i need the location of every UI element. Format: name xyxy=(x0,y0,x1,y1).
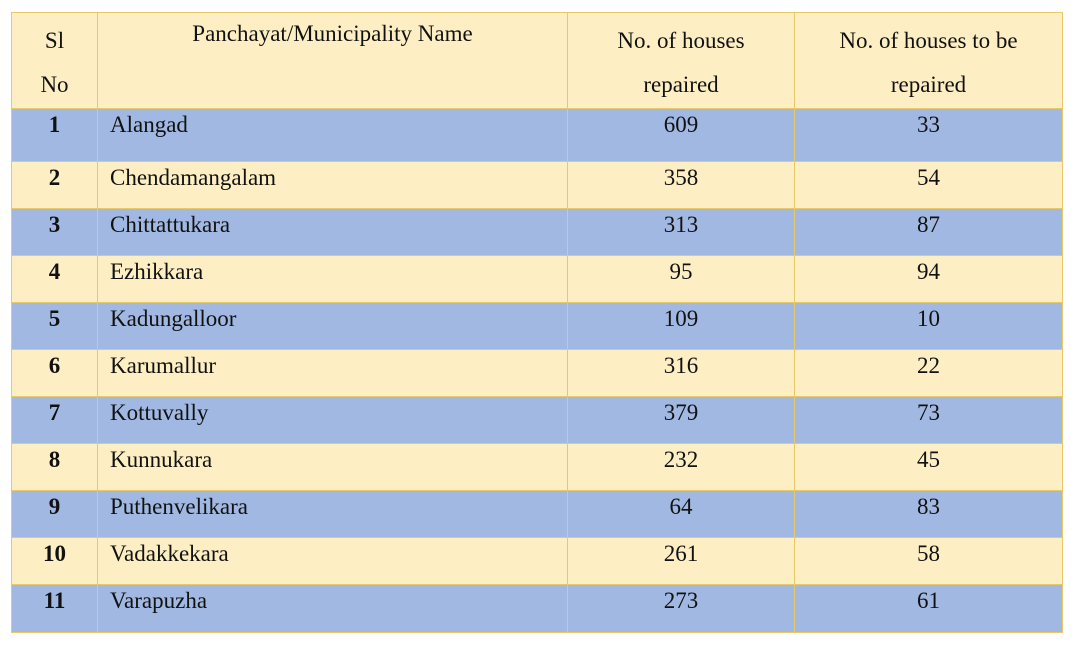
header-row: Sl No Panchayat/Municipality Name No. of… xyxy=(11,12,1063,109)
to-be-repaired-cell: 54 xyxy=(794,161,1063,209)
sl-cell: 7 xyxy=(11,396,98,444)
table-header: Sl No Panchayat/Municipality Name No. of… xyxy=(11,12,1063,109)
table-row: 9 Puthenvelikara 64 83 xyxy=(11,490,1063,538)
name-cell: Kunnukara xyxy=(97,443,568,491)
table-row: 7 Kottuvally 379 73 xyxy=(11,396,1063,444)
name-cell: Varapuzha xyxy=(97,584,568,633)
header-repaired-line2: repaired xyxy=(643,72,719,97)
repaired-cell: 313 xyxy=(567,208,795,256)
to-be-repaired-cell: 22 xyxy=(794,349,1063,397)
to-be-repaired-cell: 61 xyxy=(794,584,1063,633)
name-cell: Alangad xyxy=(97,108,568,162)
sl-cell: 9 xyxy=(11,490,98,538)
table-row: 10 Vadakkekara 261 58 xyxy=(11,537,1063,585)
sl-cell: 2 xyxy=(11,161,98,209)
houses-repair-table: Sl No Panchayat/Municipality Name No. of… xyxy=(11,12,1063,633)
repaired-cell: 261 xyxy=(567,537,795,585)
to-be-repaired-cell: 10 xyxy=(794,302,1063,350)
name-cell: Vadakkekara xyxy=(97,537,568,585)
table-row: 1 Alangad 609 33 xyxy=(11,108,1063,162)
to-be-repaired-cell: 33 xyxy=(794,108,1063,162)
sl-cell: 3 xyxy=(11,208,98,256)
name-cell: Chendamangalam xyxy=(97,161,568,209)
repaired-cell: 379 xyxy=(567,396,795,444)
header-sl-line2: No xyxy=(40,72,69,97)
table-row: 3 Chittattukara 313 87 xyxy=(11,208,1063,256)
header-name-label: Panchayat/Municipality Name xyxy=(192,21,473,46)
to-be-repaired-cell: 58 xyxy=(794,537,1063,585)
table-row: 11 Varapuzha 273 61 xyxy=(11,584,1063,633)
repaired-cell: 232 xyxy=(567,443,795,491)
repaired-cell: 109 xyxy=(567,302,795,350)
header-to-be-line2: repaired xyxy=(890,72,967,97)
to-be-repaired-cell: 73 xyxy=(794,396,1063,444)
name-cell: Puthenvelikara xyxy=(97,490,568,538)
sl-cell: 6 xyxy=(11,349,98,397)
repaired-cell: 95 xyxy=(567,255,795,303)
repaired-cell: 273 xyxy=(567,584,795,633)
to-be-repaired-cell: 94 xyxy=(794,255,1063,303)
name-cell: Chittattukara xyxy=(97,208,568,256)
to-be-repaired-cell: 87 xyxy=(794,208,1063,256)
header-sl-line1: Sl xyxy=(44,28,65,53)
name-cell: Ezhikkara xyxy=(97,255,568,303)
sl-cell: 8 xyxy=(11,443,98,491)
table-row: 8 Kunnukara 232 45 xyxy=(11,443,1063,491)
sl-cell: 11 xyxy=(11,584,98,633)
table-row: 4 Ezhikkara 95 94 xyxy=(11,255,1063,303)
repaired-cell: 64 xyxy=(567,490,795,538)
repaired-cell: 316 xyxy=(567,349,795,397)
repaired-cell: 358 xyxy=(567,161,795,209)
table-row: 5 Kadungalloor 109 10 xyxy=(11,302,1063,350)
to-be-repaired-cell: 45 xyxy=(794,443,1063,491)
header-sl-no: Sl No xyxy=(11,12,98,109)
sl-cell: 1 xyxy=(11,108,98,162)
header-repaired: No. of houses repaired xyxy=(567,12,795,109)
name-cell: Kadungalloor xyxy=(97,302,568,350)
header-repaired-line1: No. of houses xyxy=(617,28,745,53)
header-to-be-repaired: No. of houses to be repaired xyxy=(794,12,1063,109)
name-cell: Karumallur xyxy=(97,349,568,397)
sl-cell: 4 xyxy=(11,255,98,303)
header-name: Panchayat/Municipality Name xyxy=(97,12,568,109)
sl-cell: 5 xyxy=(11,302,98,350)
repaired-cell: 609 xyxy=(567,108,795,162)
sl-cell: 10 xyxy=(11,537,98,585)
name-cell: Kottuvally xyxy=(97,396,568,444)
to-be-repaired-cell: 83 xyxy=(794,490,1063,538)
header-to-be-line1: No. of houses to be xyxy=(839,28,1018,53)
table-row: 2 Chendamangalam 358 54 xyxy=(11,161,1063,209)
table-body: 1 Alangad 609 33 2 Chendamangalam 358 54 3 Chitta… xyxy=(11,108,1063,633)
table-row: 6 Karumallur 316 22 xyxy=(11,349,1063,397)
